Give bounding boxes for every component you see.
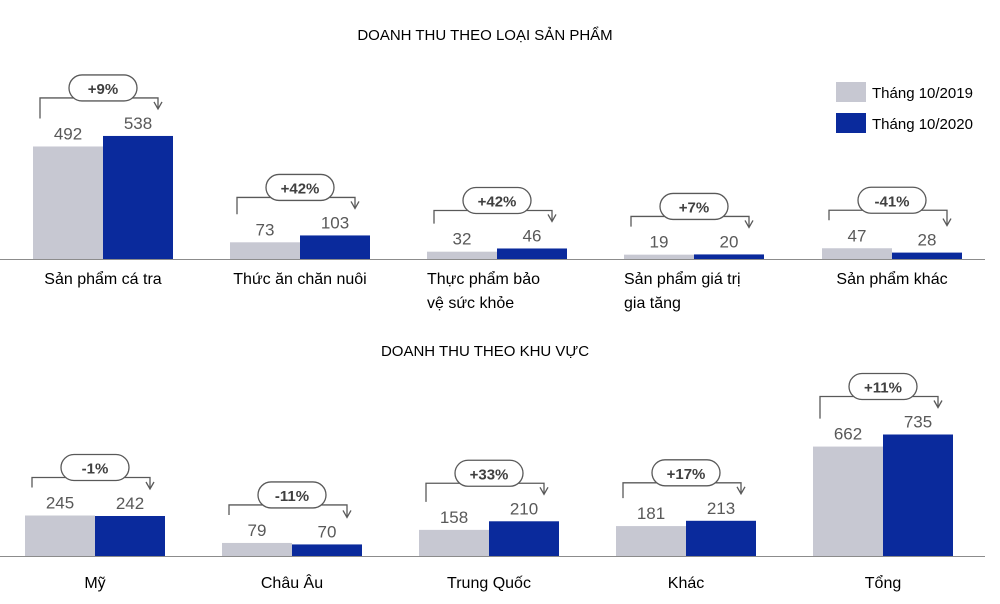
product-change-pill xyxy=(462,186,532,215)
region-value-2020: 213 xyxy=(707,499,735,518)
region-bars: 245 242 -1% Mỹ 79 70 -11% Châu Âu 158 210+33% Trun… xyxy=(0,372,985,592)
product-category-label: vệ sức khỏe xyxy=(427,295,514,312)
region-bar-2020 xyxy=(489,521,559,556)
region-bar-2019 xyxy=(813,446,883,556)
product-change-arrowhead xyxy=(350,201,360,210)
product-change-pill xyxy=(68,74,138,102)
region-category-label: Châu Âu xyxy=(261,573,323,592)
legend-label-2019: Tháng 10/2019 xyxy=(872,85,973,102)
product-change-label: +7% xyxy=(679,199,709,216)
region-value-2019: 158 xyxy=(440,508,468,527)
region-value-2020: 70 xyxy=(318,522,337,541)
product-bar-2020 xyxy=(497,248,567,259)
region-bar-2019 xyxy=(25,515,95,556)
product-change-pill xyxy=(857,186,927,214)
product-value-2020: 28 xyxy=(918,231,937,250)
region-category-label: Mỹ xyxy=(84,575,105,592)
product-value-2020: 538 xyxy=(124,114,152,133)
product-change-pill xyxy=(265,173,335,202)
region-change-arrowhead xyxy=(539,486,549,496)
region-value-2019: 79 xyxy=(248,521,267,540)
product-category-label: Thực phẩm bảo xyxy=(427,270,540,288)
region-value-2019: 245 xyxy=(46,494,74,513)
product-value-2019: 32 xyxy=(453,230,472,249)
product-category-label: Thức ăn chăn nuôi xyxy=(233,271,366,288)
product-change-label: +42% xyxy=(478,193,517,210)
product-category-label: Sản phẩm khác xyxy=(836,270,947,288)
product-category-label: Sản phẩm cá tra xyxy=(44,270,162,288)
chart-title-region: DOANH THU THEO KHU VỰC xyxy=(381,343,589,360)
region-change-label: -11% xyxy=(275,488,309,505)
product-change-label: +42% xyxy=(281,180,320,197)
region-change-arrowhead xyxy=(736,486,746,496)
legend-label-2020: Tháng 10/2020 xyxy=(872,116,973,133)
region-bar-2020 xyxy=(686,520,756,556)
region-change-label: +33% xyxy=(470,466,509,483)
chart-title-product: DOANH THU THEO LOẠI SẢN PHẨM xyxy=(357,26,612,44)
region-change-arrowhead xyxy=(342,510,352,519)
product-change-arrowhead xyxy=(744,220,754,229)
product-bar-2020 xyxy=(103,135,173,259)
region-change-label: +17% xyxy=(667,466,706,483)
region-bar-2020 xyxy=(292,544,362,556)
region-bar-2020 xyxy=(883,434,953,556)
product-change-arrowhead xyxy=(547,214,557,223)
product-bar-2019 xyxy=(624,254,694,259)
product-value-2019: 47 xyxy=(848,226,867,245)
product-change-label: -41% xyxy=(874,193,909,210)
product-bar-2019 xyxy=(427,251,497,259)
region-category-label: Trung Quốc xyxy=(447,575,531,592)
product-value-2019: 73 xyxy=(256,220,275,239)
product-value-2020: 103 xyxy=(321,213,349,232)
region-change-pill xyxy=(257,481,327,509)
region-category-label: Khác xyxy=(668,575,704,592)
region-change-pill xyxy=(848,372,918,401)
product-bar-2020 xyxy=(694,254,764,259)
product-category-label: gia tăng xyxy=(624,295,681,312)
region-value-2020: 735 xyxy=(904,413,932,432)
legend-swatch-2019 xyxy=(836,82,866,102)
region-change-arrowhead xyxy=(933,400,943,409)
region-bar-2019 xyxy=(616,526,686,556)
region-bar-2019 xyxy=(222,542,292,556)
product-value-2019: 492 xyxy=(54,124,82,143)
region-change-pill xyxy=(60,453,130,482)
region-change-label: +11% xyxy=(864,380,902,397)
region-value-2019: 181 xyxy=(637,504,665,523)
product-change-pill xyxy=(659,192,729,221)
product-bar-2020 xyxy=(300,235,370,259)
product-value-2020: 46 xyxy=(523,226,542,245)
product-change-arrowhead xyxy=(942,218,952,227)
product-change-arrowhead xyxy=(153,101,163,111)
region-change-label: -1% xyxy=(82,461,109,478)
product-change-label: +9% xyxy=(88,81,118,98)
product-bar-2019 xyxy=(33,146,103,259)
product-value-2019: 19 xyxy=(650,233,669,252)
product-bar-2019 xyxy=(822,248,892,259)
product-value-2020: 20 xyxy=(720,232,739,251)
region-value-2020: 210 xyxy=(510,499,538,518)
region-bar-2019 xyxy=(419,529,489,556)
region-change-pill xyxy=(651,459,721,487)
legend: Tháng 10/2019 Tháng 10/2020 xyxy=(836,82,973,133)
region-bar-2020 xyxy=(95,515,165,556)
region-category-label: Tổng xyxy=(865,574,901,592)
product-category-label: Sản phẩm giá trị xyxy=(624,270,741,288)
region-change-pill xyxy=(454,459,524,487)
legend-swatch-2020 xyxy=(836,113,866,133)
region-value-2019: 662 xyxy=(834,425,862,444)
region-value-2020: 242 xyxy=(116,494,144,513)
product-bar-2020 xyxy=(892,252,962,259)
region-change-arrowhead xyxy=(145,481,155,491)
product-bar-2019 xyxy=(230,242,300,259)
